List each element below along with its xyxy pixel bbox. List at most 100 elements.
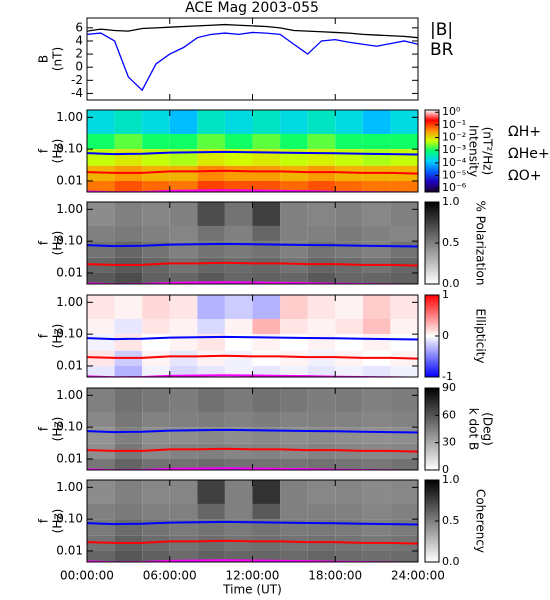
heat-cell: [280, 535, 308, 551]
y-tick-label: 2: [75, 47, 83, 61]
heat-cell: [390, 427, 418, 444]
heat-cell: [224, 365, 253, 377]
heat-cell: [362, 272, 391, 284]
legend-entry: BR: [430, 40, 454, 60]
heat-cell: [335, 202, 363, 226]
x-tick-label: 18:00:00: [308, 569, 362, 583]
plot-area: [87, 295, 418, 377]
y-axis-label: f: [37, 426, 51, 431]
heat-cell: [224, 411, 253, 428]
colorbar-tick-label: 1.0: [442, 195, 460, 208]
colorbar-label: Ellipticity: [474, 309, 488, 364]
heat-cell: [335, 550, 363, 562]
colorbar-tick-label: -1: [442, 370, 453, 383]
heat-cell: [114, 519, 143, 536]
heat-cell: [335, 411, 363, 428]
heat-cell: [362, 202, 391, 226]
heat-cell: [114, 295, 143, 319]
heat-cell: [114, 550, 143, 562]
heat-cell: [390, 458, 418, 470]
heat-cell: [87, 388, 115, 412]
heat-cell: [224, 133, 253, 150]
heat-cell: [224, 503, 253, 520]
heat-cell: [390, 110, 418, 134]
y-axis-label: (Hz): [51, 139, 65, 164]
y-axis-label: (Hz): [51, 417, 65, 442]
heat-cell: [224, 202, 253, 226]
heat-cell: [390, 519, 418, 536]
heat-cell: [224, 535, 253, 551]
heat-cell: [362, 458, 391, 470]
heat-cell: [197, 295, 225, 319]
heat-cell: [362, 225, 391, 242]
heat-cell: [142, 225, 170, 242]
heat-cell: [362, 388, 391, 412]
heat-cell: [252, 550, 281, 562]
heat-cell: [169, 180, 198, 192]
heat-cell: [87, 110, 115, 134]
heat-cell: [280, 480, 308, 504]
heat-cell: [87, 458, 115, 470]
y-axis-label: f: [37, 148, 51, 153]
heat-cell: [142, 165, 170, 181]
heat-cell: [87, 427, 115, 444]
heat-cell: [169, 480, 198, 504]
series-line: [87, 447, 418, 453]
heat-cell: [87, 225, 115, 242]
colorbar-tick-label: 0: [442, 329, 449, 342]
heat-cell: [114, 180, 143, 192]
heat-cell: [169, 225, 198, 242]
heat-cell: [169, 458, 198, 470]
heat-cell: [280, 350, 308, 366]
heat-cell: [142, 411, 170, 428]
heat-cell: [224, 110, 253, 134]
heat-cell: [362, 480, 391, 504]
colorbar: [424, 387, 440, 471]
legend-entry: |B|: [430, 20, 453, 40]
colorbar-tick-label: 90: [442, 381, 456, 394]
y-axis-label: (Hz): [51, 231, 65, 256]
heat-cell: [169, 272, 198, 284]
heat-cell: [87, 295, 115, 319]
heat-cell: [197, 535, 225, 551]
heat-cell: [224, 388, 253, 412]
heat-cell: [362, 365, 391, 377]
heat-cell: [114, 411, 143, 428]
heat-cell: [197, 225, 225, 242]
y-tick-label: 1.00: [56, 202, 83, 216]
heat-cell: [197, 443, 225, 459]
heat-cell: [307, 272, 336, 284]
heat-cell: [252, 165, 281, 181]
heat-cell: [362, 295, 391, 319]
x-tick-label: 06:00:00: [143, 569, 197, 583]
plot-area: [87, 23, 418, 92]
heat-cell: [169, 411, 198, 428]
heat-cell: [307, 202, 336, 226]
heat-cell: [307, 133, 336, 150]
y-tick-label: 4: [75, 33, 83, 47]
heat-cell: [169, 133, 198, 150]
heat-cell: [224, 480, 253, 504]
heat-cell: [197, 180, 225, 192]
heat-cell: [307, 165, 336, 181]
y-axis-label: (Hz): [51, 509, 65, 534]
heat-cell: [307, 257, 336, 273]
x-tick-label: 12:00:00: [226, 569, 280, 583]
heat-cell: [252, 388, 281, 412]
y-tick-label: 6: [75, 20, 83, 34]
plot-area: [87, 480, 418, 562]
heat-cell: [224, 350, 253, 366]
heat-cell: [87, 334, 115, 351]
heat-cell: [87, 272, 115, 284]
colorbar-label: (Deg): [481, 412, 495, 446]
heat-cell: [197, 257, 225, 273]
heat-cell: [197, 149, 225, 166]
series-line: [87, 242, 418, 248]
heat-cell: [307, 149, 336, 166]
heat-cell: [87, 365, 115, 377]
heat-cell: [169, 350, 198, 366]
heat-cell: [169, 535, 198, 551]
colorbar-tick-label: 10⁻²: [442, 131, 466, 144]
heat-cell: [87, 519, 115, 536]
